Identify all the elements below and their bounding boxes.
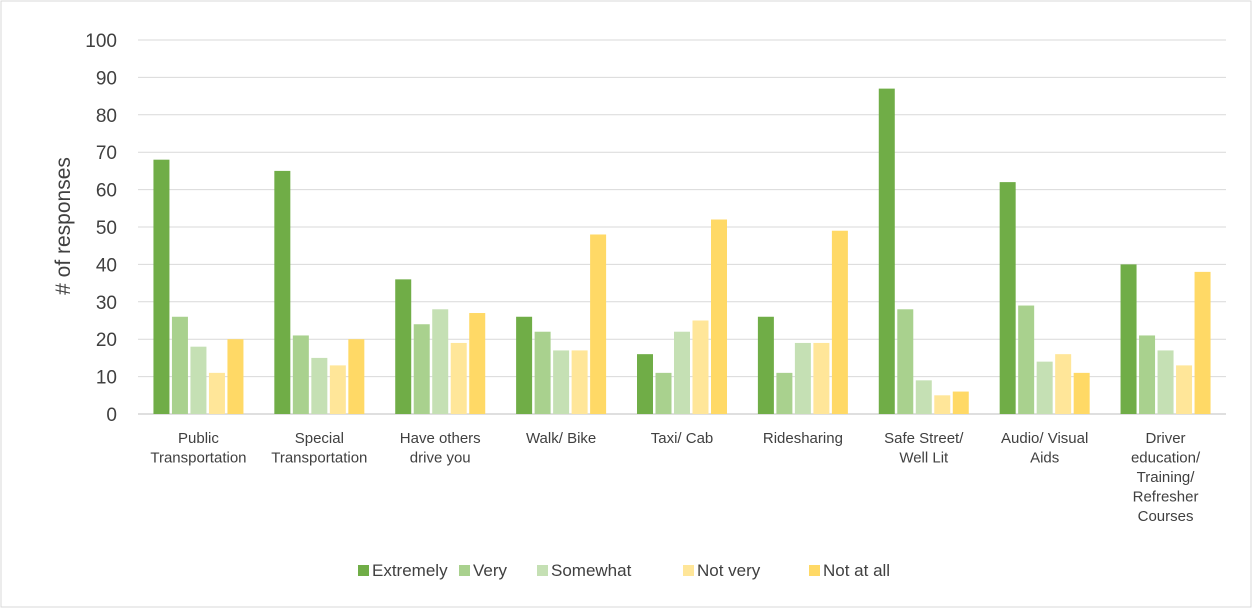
bar-extremely	[153, 159, 170, 414]
bar-extremely	[999, 182, 1016, 414]
bar-not-at-all	[1073, 372, 1090, 414]
bar-not-at-all	[1194, 271, 1211, 414]
bar-very	[1139, 335, 1156, 414]
bar-very	[534, 331, 551, 414]
bar-not-at-all	[348, 339, 365, 414]
y-tick-label: 30	[96, 293, 117, 314]
bar-very	[776, 372, 793, 414]
y-tick-label: 90	[96, 68, 117, 89]
bar-somewhat	[915, 380, 932, 414]
bar-extremely	[516, 316, 533, 414]
bar-very	[1018, 305, 1035, 414]
x-tick-label: Audio/ Visual Aids	[1001, 430, 1088, 467]
bar-very	[897, 309, 914, 414]
legend-swatch	[358, 565, 369, 576]
bar-somewhat	[1036, 361, 1053, 414]
bar-somewhat	[553, 350, 570, 414]
bar-extremely	[637, 354, 653, 414]
legend-label: Extremely	[372, 561, 448, 580]
y-tick-label: 20	[96, 330, 117, 351]
legend-label: Not very	[697, 561, 761, 580]
y-tick-label: 100	[85, 31, 117, 52]
y-tick-label: 10	[96, 368, 117, 389]
bar-not-very	[571, 350, 588, 414]
legend: Extremely Very Somewhat Not very Not at all	[358, 561, 890, 580]
x-tick-label: Special Transportation	[271, 430, 367, 467]
bar-somewhat	[794, 342, 811, 414]
x-tick-label: Public Transportation	[150, 430, 246, 467]
x-tick-label: Driver education/Training/Refresher Course…	[1131, 430, 1201, 525]
y-tick-label: 40	[96, 255, 117, 276]
bar-not-at-all	[590, 234, 607, 414]
bar-not-very	[934, 395, 951, 414]
x-tick-label: Ridesharing	[763, 430, 843, 447]
y-axis-label: # of responses	[52, 157, 75, 295]
x-tick-label: Have others drive you	[400, 430, 481, 467]
y-tick-label: 60	[96, 181, 117, 202]
y-tick-labels: 0 10 20 30 40 50 60 70 80 90 100	[85, 31, 117, 426]
legend-swatch	[537, 565, 548, 576]
bar-extremely	[274, 170, 291, 414]
bar-extremely	[395, 279, 412, 414]
bar-somewhat	[1157, 350, 1174, 414]
bar-very	[292, 335, 309, 414]
x-tick-labels: Public Transportation Special Transportatio…	[150, 430, 1201, 525]
bar-not-very	[450, 342, 467, 414]
legend-swatch	[809, 565, 820, 576]
legend-swatch	[459, 565, 470, 576]
x-tick-label: Taxi/ Cab	[651, 430, 714, 447]
x-tick-label: Walk/ Bike	[526, 430, 596, 447]
bar-not-at-all	[711, 219, 727, 414]
y-tick-label: 0	[106, 405, 117, 426]
bar-not-at-all	[227, 339, 244, 414]
legend-swatch	[683, 565, 694, 576]
bar-not-very	[208, 372, 225, 414]
bar-not-at-all	[952, 391, 969, 414]
y-tick-label: 80	[96, 106, 117, 127]
bar-very	[171, 316, 188, 414]
bar-very	[655, 372, 672, 414]
y-tick-label: 70	[96, 143, 117, 164]
bar-not-at-all	[469, 313, 486, 414]
bar-not-at-all	[831, 230, 848, 414]
bars	[153, 88, 1211, 415]
bar-somewhat	[190, 346, 207, 414]
y-tick-label: 50	[96, 218, 117, 239]
bar-somewhat	[674, 331, 690, 414]
bar-extremely	[878, 88, 895, 415]
bar-extremely	[1120, 264, 1137, 414]
bar-not-very	[813, 342, 830, 414]
legend-label: Not at all	[823, 561, 890, 580]
legend-label: Very	[473, 561, 508, 580]
bar-not-very	[692, 320, 709, 414]
bar-not-very	[1055, 354, 1072, 414]
bar-somewhat	[432, 309, 449, 414]
bar-extremely	[757, 316, 774, 414]
bar-not-very	[1176, 365, 1193, 414]
x-tick-label: Safe Street/Well Lit	[884, 430, 964, 467]
bar-somewhat	[311, 357, 328, 414]
bar-very	[413, 324, 430, 414]
legend-label: Somewhat	[551, 561, 632, 580]
bar-not-very	[329, 365, 346, 414]
